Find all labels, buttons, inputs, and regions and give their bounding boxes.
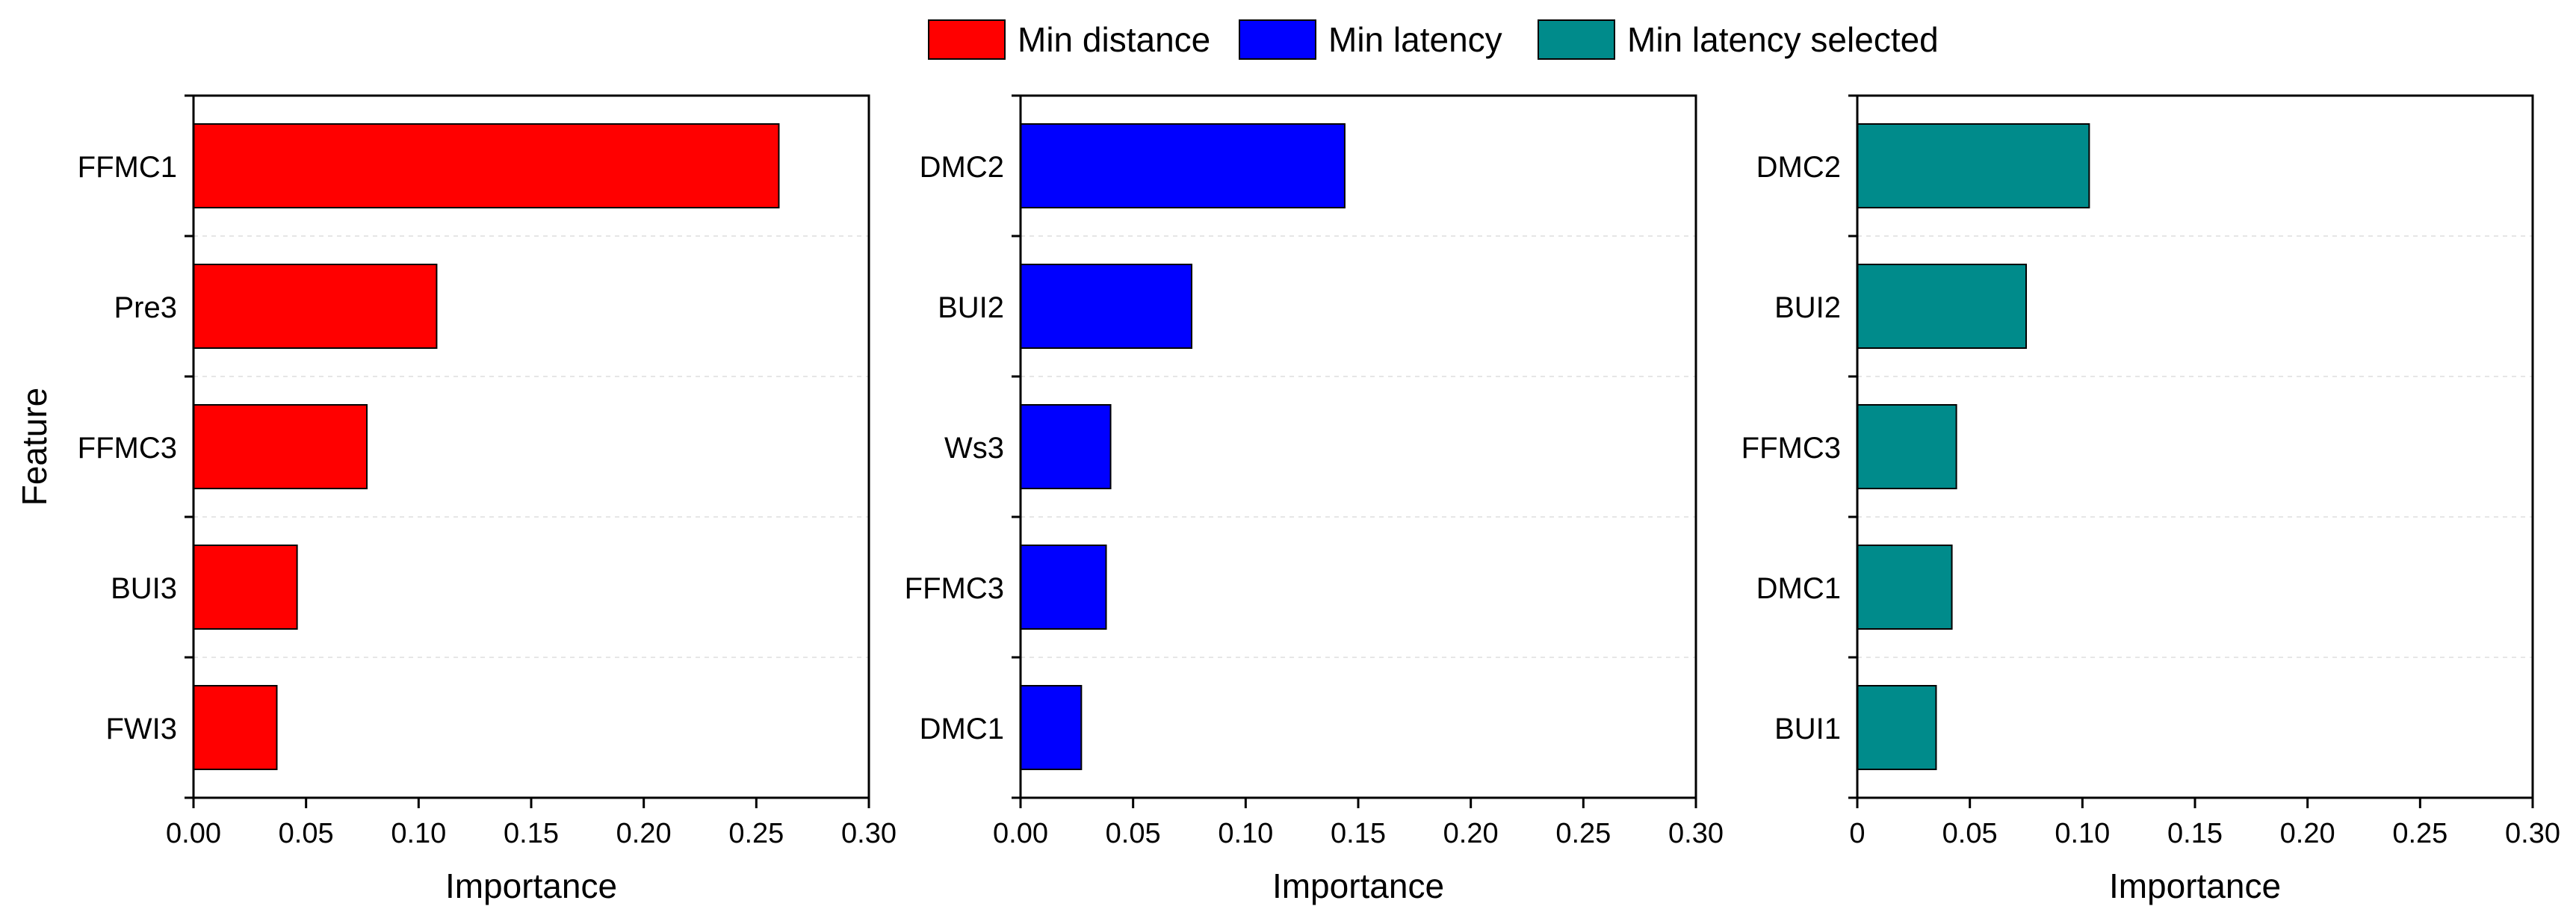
x-tick-label: 0.30	[841, 818, 897, 849]
bar-dmc2	[1020, 123, 1346, 208]
x-axis-label: Importance	[445, 866, 617, 905]
bar-ffmc3	[1857, 404, 1957, 489]
x-axis-label: Importance	[1272, 866, 1444, 905]
y-tick-label: BUI1	[1774, 713, 1841, 745]
x-tick-label: 0.25	[728, 818, 784, 849]
x-axis-label: Importance	[2109, 866, 2281, 905]
bar-ws3	[1020, 404, 1112, 489]
legend-label-min-latency-selected: Min latency selected	[1627, 20, 1939, 59]
y-tick-label: FFMC3	[905, 572, 1004, 605]
x-tick-label: 0.15	[2167, 818, 2223, 849]
bar-ffmc1	[193, 123, 780, 208]
x-tick-label: 0.15	[504, 818, 559, 849]
legend-label-min-distance: Min distance	[1018, 20, 1211, 59]
y-tick-label: BUI2	[1774, 291, 1841, 324]
y-tick-label: DMC1	[920, 713, 1004, 745]
y-tick-label: DMC2	[1756, 151, 1841, 184]
bar-fwi3	[193, 685, 278, 770]
y-tick-label: DMC2	[920, 151, 1004, 184]
bar-dmc1	[1857, 545, 1953, 630]
y-tick-label: Pre3	[114, 291, 178, 324]
y-tick-label: DMC1	[1756, 572, 1841, 605]
bar-ffmc3	[193, 404, 368, 489]
legend-label-min-latency: Min latency	[1328, 20, 1502, 59]
x-tick-label: 0.15	[1331, 818, 1386, 849]
x-tick-label: 0.25	[2392, 818, 2447, 849]
y-tick-label: BUI2	[938, 291, 1004, 324]
bar-dmc2	[1857, 123, 2090, 208]
x-tick-label: 0.05	[1106, 818, 1161, 849]
x-tick-label: 0.30	[1668, 818, 1724, 849]
x-tick-label: 0.05	[279, 818, 334, 849]
bar-bui2	[1020, 264, 1193, 349]
y-tick-label: FFMC1	[78, 151, 177, 184]
y-tick-label: FFMC3	[78, 432, 177, 465]
x-tick-label: 0.05	[1942, 818, 1998, 849]
x-tick-label: 0.20	[2280, 818, 2335, 849]
bar-bui3	[193, 545, 298, 630]
y-tick-label: FFMC3	[1741, 432, 1841, 465]
y-axis-label: Feature	[15, 388, 54, 506]
x-tick-label: 0.00	[993, 818, 1048, 849]
legend-swatch-min-distance	[928, 19, 1006, 60]
x-tick-label: 0.25	[1555, 818, 1611, 849]
x-tick-label: 0	[1849, 818, 1865, 849]
bar-pre3	[193, 264, 438, 349]
bar-bui2	[1857, 264, 2027, 349]
x-tick-label: 0.10	[391, 818, 446, 849]
y-tick-label: FWI3	[105, 713, 177, 745]
y-tick-label: BUI3	[111, 572, 177, 605]
legend: Min distance Min latency Min latency sel…	[0, 0, 2576, 82]
x-tick-label: 0.10	[2055, 818, 2110, 849]
bar-bui1	[1857, 685, 1937, 770]
legend-swatch-min-latency	[1239, 19, 1316, 60]
x-tick-label: 0.20	[616, 818, 672, 849]
bar-ffmc3	[1020, 545, 1107, 630]
x-tick-label: 0.00	[166, 818, 221, 849]
y-tick-label: Ws3	[944, 432, 1004, 465]
legend-swatch-min-latency-selected	[1538, 19, 1615, 60]
x-tick-label: 0.10	[1218, 818, 1273, 849]
x-tick-label: 0.20	[1443, 818, 1499, 849]
x-tick-label: 0.30	[2505, 818, 2560, 849]
bar-dmc1	[1020, 685, 1083, 770]
